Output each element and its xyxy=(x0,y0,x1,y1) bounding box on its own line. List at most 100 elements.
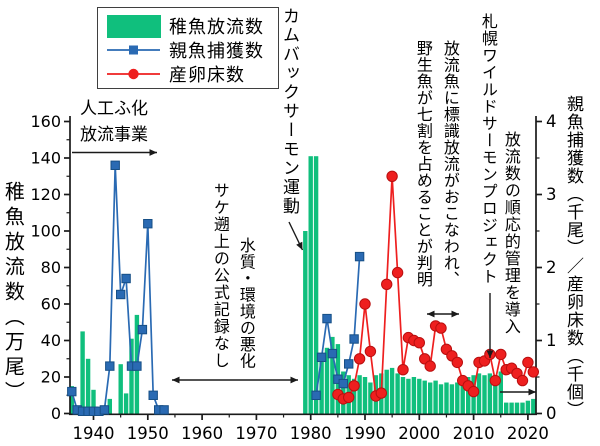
redd-marker-2015 xyxy=(495,348,507,361)
release-bar-2020 xyxy=(525,400,531,414)
right-tick-label: 1 xyxy=(546,331,557,350)
annotation-no-official-record: サケ遡上の公式記録なし xyxy=(210,182,230,369)
release-bar-2004 xyxy=(438,384,444,414)
release-bar-2009 xyxy=(466,377,471,414)
release-bar-2016 xyxy=(504,402,509,414)
release-bar-1996 xyxy=(395,373,400,414)
redd-marker-1990 xyxy=(359,298,371,310)
right-tick-label: 0 xyxy=(546,404,557,423)
left-tick-label: 0 xyxy=(51,404,61,423)
no-record-span-arrow xyxy=(172,376,298,384)
right-axis-title: 親魚捕獲数（千尾）／産卵床数（千個） xyxy=(563,95,584,419)
redd-marker-1991 xyxy=(364,345,377,358)
catch-marker-1946 xyxy=(121,273,131,284)
left-tick-label: 100 xyxy=(30,222,61,241)
release-bar-1940 xyxy=(91,389,96,414)
release-bar-1980 xyxy=(308,156,313,414)
annotation-tagging-line1: 放流魚に標識放流がおこなわれ、 xyxy=(440,40,460,288)
release-bar-1945 xyxy=(118,364,123,414)
redd-marker-2010 xyxy=(467,385,480,398)
right-tick-label: 2 xyxy=(546,258,557,277)
annotation-comeback-salmon: カムバックサーモン運動 xyxy=(279,7,300,216)
catch-marker-1986 xyxy=(338,378,349,389)
catch-marker-1988 xyxy=(349,334,359,344)
annotation-sapporo-wild-salmon-project: 札幌ワイルドサーモンプロジェクト xyxy=(478,13,498,285)
catch-marker-1951 xyxy=(148,390,158,401)
release-bar-1999 xyxy=(411,377,417,414)
catch-marker-1950 xyxy=(143,219,153,229)
release-bar-1981 xyxy=(313,156,319,414)
catch-marker-1953 xyxy=(159,405,169,415)
release-bar-1936 xyxy=(69,386,74,414)
legend-item-catch: 親魚捕獲数 xyxy=(106,38,270,62)
release-bar-2013 xyxy=(487,373,493,414)
annotation-hatchery-program: 人工ふ化 放流事業 xyxy=(80,96,148,149)
release-bar-2001 xyxy=(422,380,427,414)
catch-marker-1942 xyxy=(99,405,110,415)
catch-marker-1989 xyxy=(354,251,365,262)
release-bar-2000 xyxy=(417,378,422,414)
catch-marker-1984 xyxy=(327,348,338,359)
line-circle-icon xyxy=(106,62,161,86)
annotation-adaptive-management: 放流数の順応的管理を導入 xyxy=(501,131,521,335)
release-bar-2006 xyxy=(449,384,455,414)
comeback-arrow xyxy=(288,221,304,251)
redd-marker-1995 xyxy=(386,170,398,183)
release-bar-1995 xyxy=(389,367,395,414)
x-tick-label: 1950 xyxy=(127,424,169,443)
catch-marker-1982 xyxy=(316,352,327,363)
left-tick-label: 20 xyxy=(41,368,61,387)
release-bar-2017 xyxy=(509,402,514,414)
tagging-span-arrow xyxy=(427,310,459,318)
redd-marker-1997 xyxy=(397,364,409,376)
left-tick-label: 60 xyxy=(41,295,61,314)
release-bar-2008 xyxy=(460,380,465,414)
left-tick-label: 40 xyxy=(41,331,61,350)
hatchery-arrow xyxy=(72,149,157,156)
x-tick-label: 1960 xyxy=(181,424,223,443)
catch-marker-1981 xyxy=(311,390,321,401)
release-bar-2007 xyxy=(455,382,460,414)
release-bar-2019 xyxy=(520,402,525,414)
redd-marker-1989 xyxy=(353,353,366,365)
redd-marker-2007 xyxy=(451,356,463,369)
left-tick-label: 120 xyxy=(30,185,61,204)
bar-swatch-icon xyxy=(106,14,161,38)
redd-marker-2014 xyxy=(489,374,501,387)
catch-marker-1987 xyxy=(344,359,354,369)
release-bar-1984 xyxy=(330,336,335,414)
catch-marker-1943 xyxy=(105,361,115,371)
legend-item-redd: 産卵床数 xyxy=(106,62,270,86)
release-bar-2021 xyxy=(531,398,536,414)
adaptive-management-arrow xyxy=(500,388,536,396)
legend-item-release: 稚魚放流数 xyxy=(106,14,270,38)
x-tick-label: 1990 xyxy=(344,424,386,443)
release-bar-2005 xyxy=(444,382,449,414)
release-bar-1943 xyxy=(107,398,112,414)
release-bar-1989 xyxy=(357,375,362,414)
release-bar-1946 xyxy=(123,393,129,414)
catch-marker-1936 xyxy=(67,386,77,397)
redd-marker-1994 xyxy=(381,278,393,290)
catch-marker-1949 xyxy=(137,324,148,335)
x-tick-label: 1940 xyxy=(73,424,115,443)
redd-marker-2020 xyxy=(522,356,534,369)
release-bar-1997 xyxy=(400,377,406,414)
release-bar-1998 xyxy=(406,378,411,414)
release-bar-1986 xyxy=(341,371,346,414)
legend: 稚魚放流数 親魚捕獲数 産卵床数 xyxy=(97,7,279,89)
annotation-tagging-line2: 野生魚が七割を占めることが判明 xyxy=(413,40,433,288)
left-tick-label: 140 xyxy=(30,149,61,168)
release-bar-1983 xyxy=(324,347,330,414)
sapporo-project-arrow xyxy=(486,293,494,358)
catch-marker-1944 xyxy=(110,160,120,171)
release-bar-1990 xyxy=(362,377,368,414)
release-bar-2003 xyxy=(433,380,438,414)
release-bar-2012 xyxy=(482,375,487,414)
release-bar-1982 xyxy=(319,353,324,414)
annotation-water-quality: 水質・環境の悪化 xyxy=(236,237,256,369)
left-tick-label: 80 xyxy=(41,258,61,277)
catch-marker-1948 xyxy=(132,361,142,371)
right-tick-label: 4 xyxy=(546,112,557,131)
